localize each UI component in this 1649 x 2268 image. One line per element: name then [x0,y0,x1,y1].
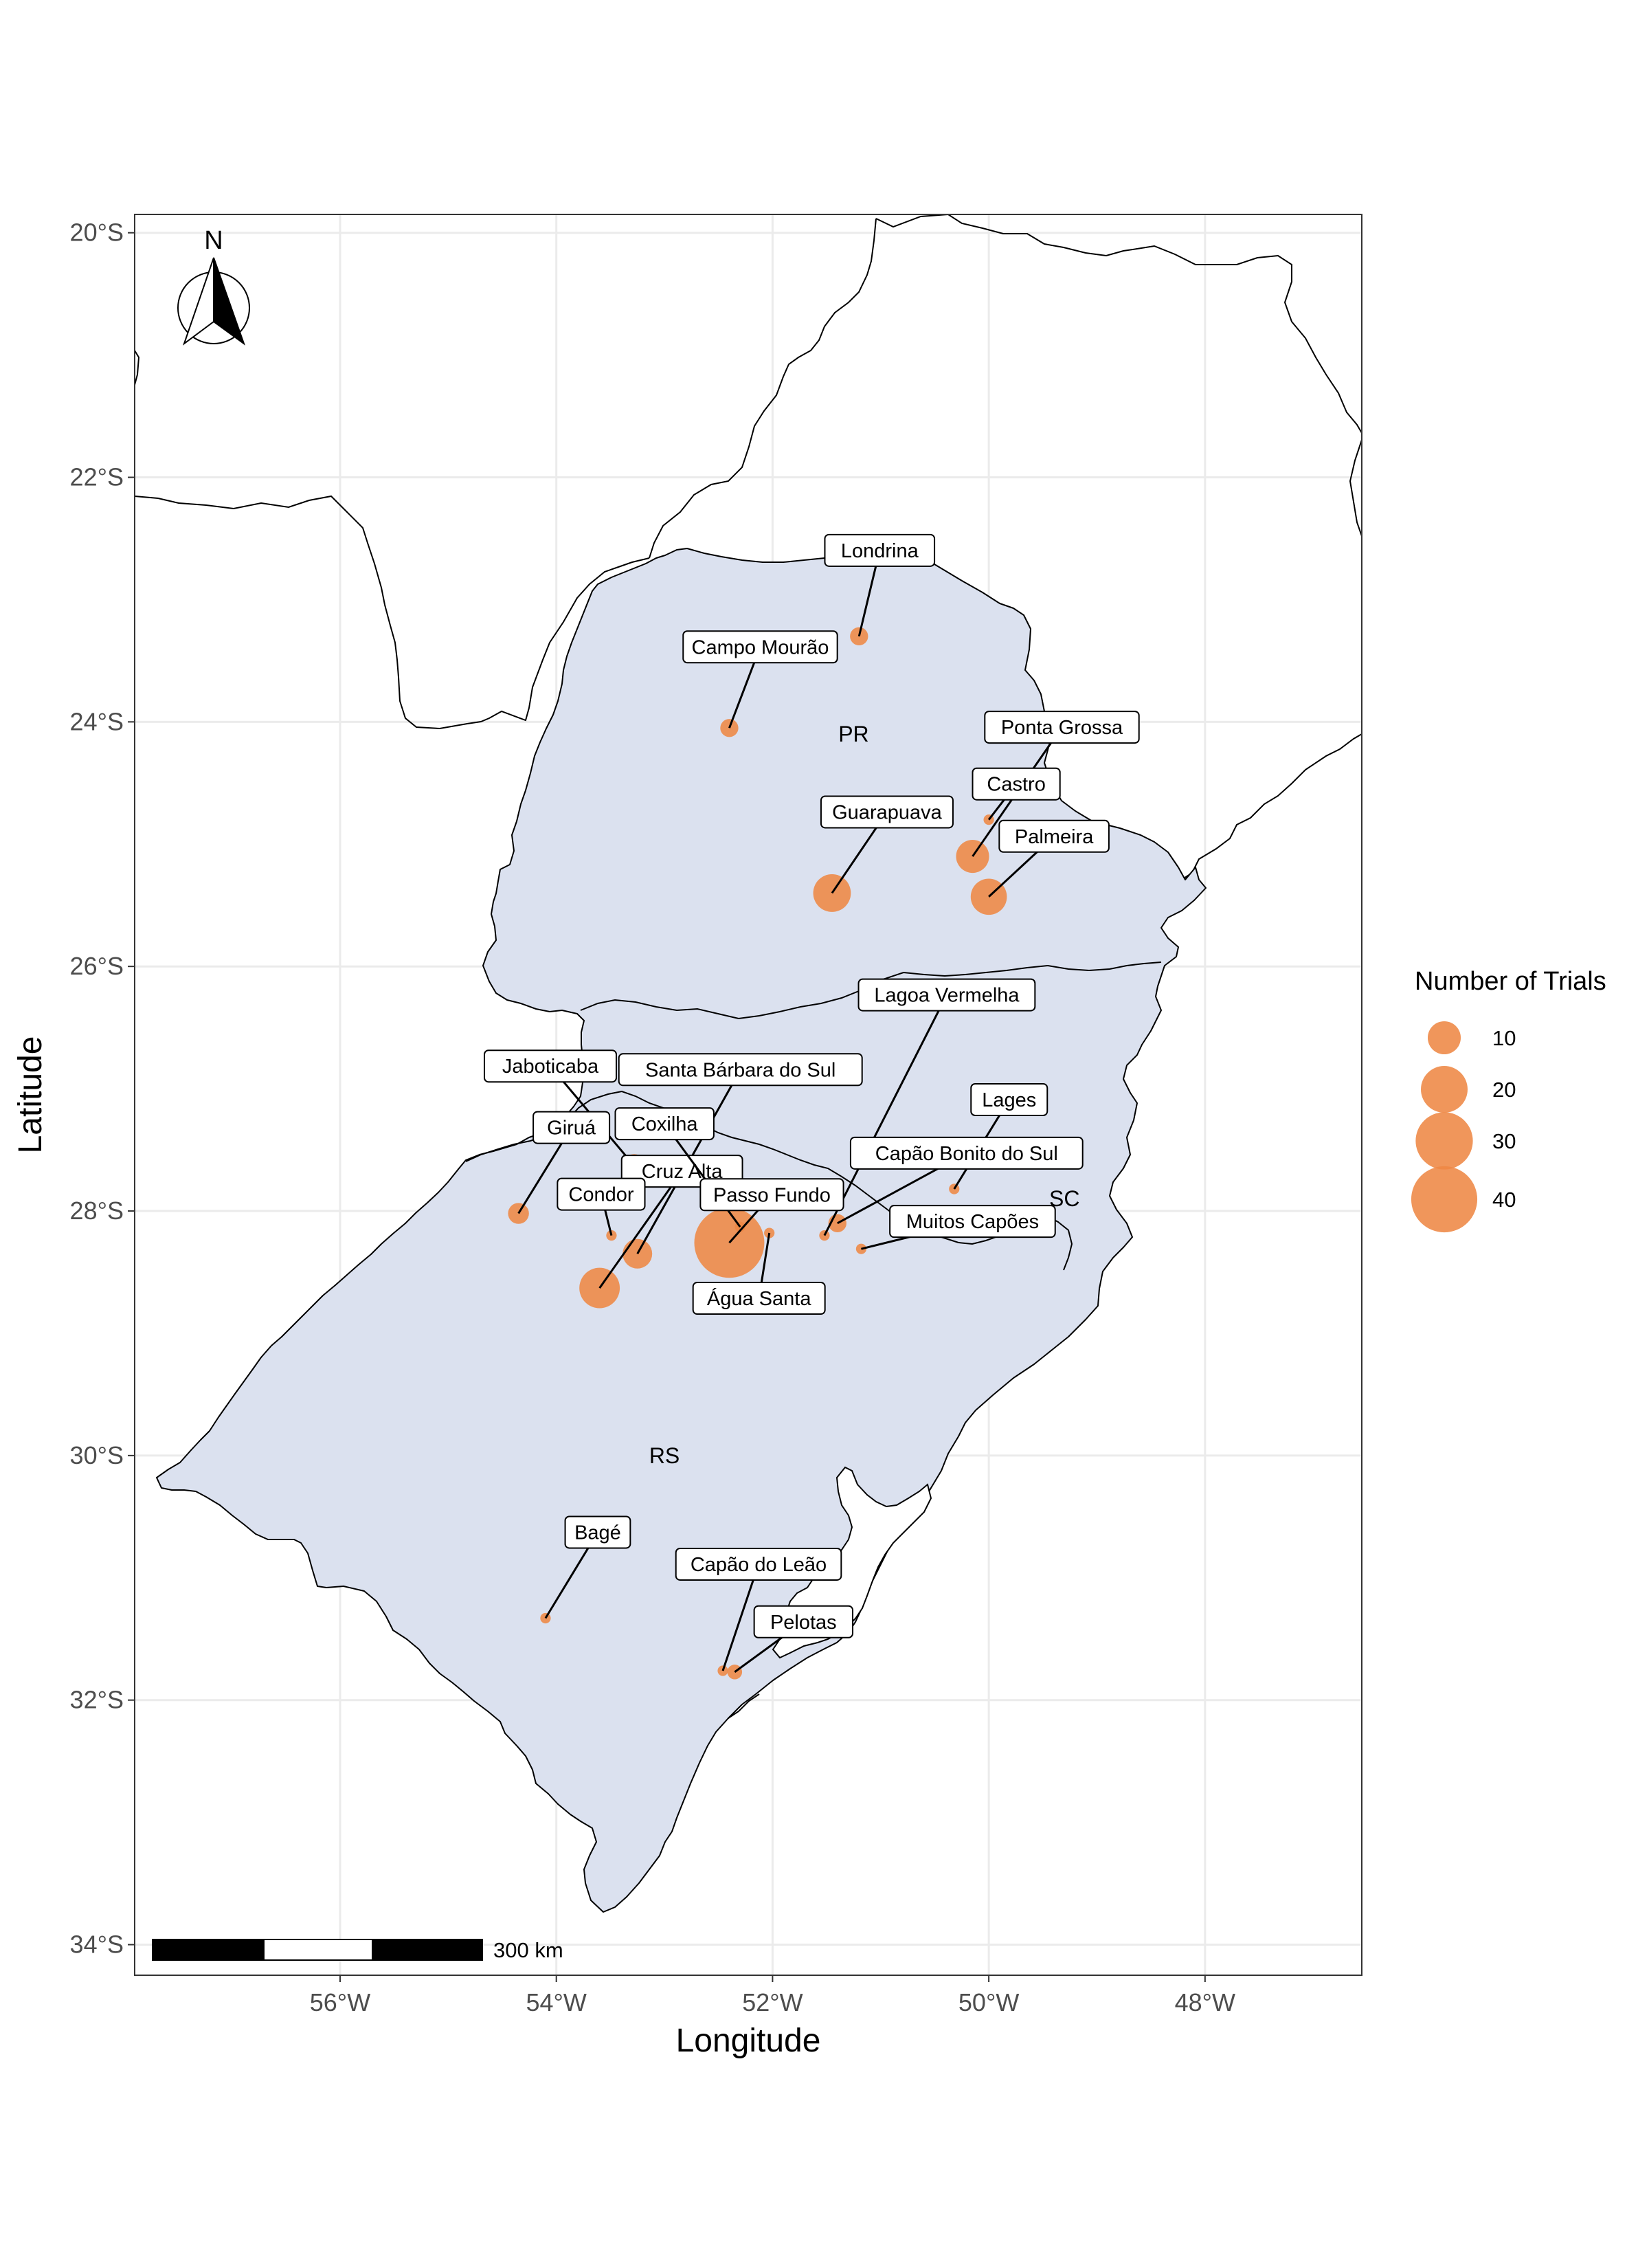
lagoa-mirim [728,1693,760,1719]
site-label-box [753,1605,854,1638]
site-label-box [618,1053,863,1087]
x-tick-label: 50°W [958,1988,1019,2016]
site-label-box [699,1178,844,1212]
y-tick-label: 20°S [70,219,124,247]
site-label-box [889,1205,1056,1238]
legend-key-circle [1421,1066,1468,1113]
site-label: Coxilha [631,1113,699,1135]
site-label-box [675,1547,842,1581]
site-label: Guarapuava [832,801,942,823]
site-label-box [682,630,838,664]
x-axis-title: Longitude [676,2023,821,2059]
site-label: Palmeira [1015,826,1094,848]
site-leader-line [823,994,948,1236]
state-border-ms-sp [649,218,877,559]
neighbor-line-northwest [134,350,140,386]
scale-bar-segment-1 [152,1939,265,1961]
site-leader-line [721,1564,760,1671]
site-marker [508,1203,529,1224]
site-label: Lagoa Vermelha [874,985,1020,1007]
site-label-box [984,711,1140,744]
north-arrow-label: N [204,226,223,255]
site-label: Muitos Capões [906,1211,1039,1233]
region-label: PR [838,722,868,746]
legend-key-label: 40 [1492,1188,1516,1212]
y-tick-label: 26°S [70,952,124,980]
axes-layer: 56°W 54°W 52°W 50°W 48°W 20°S 22°S 24°S 26°S 28°S… [70,219,1236,2016]
site-label: Pelotas [770,1612,837,1634]
scale-bar: 300 km [152,1938,563,1962]
site-label: Capão do Leão [691,1554,827,1576]
site-label-box [557,1177,646,1211]
site-marker [694,1208,765,1278]
site-label-box [820,795,954,829]
site-label: Condor [568,1184,633,1206]
site-label: Londrina [841,540,919,562]
scale-bar-segment-2 [263,1939,373,1961]
plot-panel-border [134,214,1362,1976]
site-label-box [532,1111,611,1144]
north-arrow-right-half [213,257,246,346]
site-label-box [998,819,1110,853]
y-tick-label: 30°S [70,1441,124,1469]
site-label: Bagé [574,1522,621,1544]
x-tick-label: 52°W [742,1988,803,2016]
site-label-box [692,1282,826,1315]
legend-key-label: 20 [1492,1078,1516,1102]
site-label: Lages [982,1089,1036,1111]
state-border-sp-rj [1349,439,1362,537]
site-label-box [849,1136,1084,1170]
site-label: Campo Mourão [692,636,829,658]
site-label: Santa Bárbara do Sul [645,1059,835,1081]
site-label: Passo Fundo [713,1184,831,1206]
legend-key-circle [1427,1021,1461,1055]
country-border-west [134,495,650,730]
y-tick-label: 34°S [70,1931,124,1959]
site-label-box [564,1515,631,1549]
site-marker [579,1267,620,1309]
legend: Number of Trials 10 20 30 40 [1411,967,1606,1233]
y-tick-label: 28°S [70,1197,124,1225]
site-label: Giruá [547,1118,596,1139]
site-label: Água Santa [707,1287,811,1310]
scale-bar-segment-3 [372,1939,483,1961]
y-tick-label: 22°S [70,463,124,491]
x-tick-label: 56°W [310,1988,370,2016]
site-leader-line [598,1170,683,1289]
site-label-box [483,1049,617,1083]
site-marker [813,874,851,912]
north-arrow: N [177,226,250,346]
site-label-box [970,1082,1048,1116]
site-label-box [824,533,936,567]
sp-coastline [1181,733,1362,880]
site-label: Castro [987,774,1045,796]
site-label: Jaboticaba [502,1056,599,1078]
x-tick-label: 48°W [1175,1988,1235,2016]
southern-brazil-region [156,548,1207,1913]
legend-key-label: 10 [1492,1026,1516,1050]
y-tick-label: 32°S [70,1686,124,1714]
y-tick-label: 24°S [70,707,124,735]
site-label: Capão Bonito do Sul [875,1143,1058,1165]
x-tick-label: 54°W [526,1988,586,2016]
legend-title: Number of Trials [1415,967,1606,996]
legend-key-circle [1415,1112,1473,1170]
site-layer: Londrina Campo Mourão Ponta Grossa Castro Gu… [483,533,1140,1680]
scale-bar-label: 300 km [493,1938,563,1962]
site-label: Ponta Grossa [1001,717,1123,739]
region-label: RS [649,1443,680,1468]
legend-key-label: 30 [1492,1129,1516,1153]
y-axis-title: Latitude [12,1036,49,1154]
neighbor-boundaries [134,213,1362,880]
state-border-sp-mg [875,213,1362,434]
legend-key-circle [1411,1166,1478,1233]
site-label-box [857,978,1036,1012]
site-label-box [614,1107,715,1141]
site-label-box [972,767,1061,801]
